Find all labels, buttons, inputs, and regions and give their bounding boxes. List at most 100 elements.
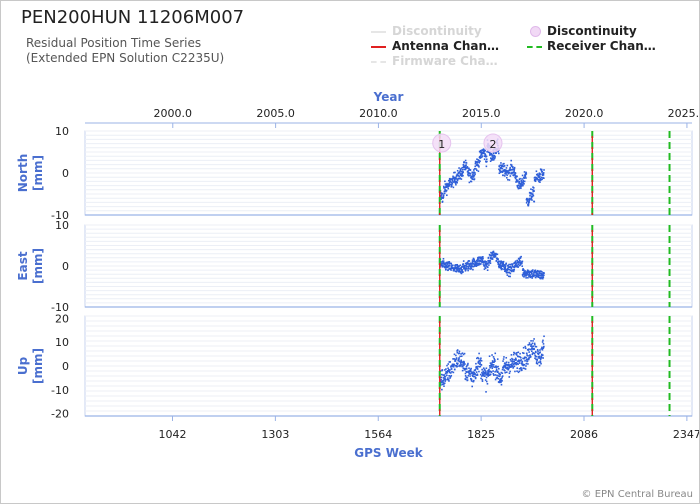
data-point — [443, 383, 445, 385]
data-point — [529, 356, 532, 358]
data-point — [536, 359, 538, 361]
legend-item-firmware-change[interactable]: Firmware Cha… — [392, 54, 498, 68]
data-point — [502, 360, 504, 362]
data-point — [453, 353, 456, 356]
data-point — [456, 265, 459, 267]
data-point — [446, 266, 448, 269]
data-point — [446, 371, 449, 374]
data-point — [493, 154, 496, 157]
data-point — [462, 263, 465, 265]
data-point — [505, 364, 507, 366]
data-point — [467, 169, 470, 172]
data-point — [518, 362, 521, 364]
data-point — [447, 184, 449, 187]
data-point — [513, 269, 515, 272]
data-point — [539, 179, 541, 182]
data-point — [482, 148, 485, 150]
data-point — [501, 265, 504, 268]
data-point — [471, 264, 473, 267]
data-point — [516, 175, 518, 178]
data-point — [499, 169, 501, 172]
data-point — [455, 357, 458, 359]
data-point — [457, 177, 460, 180]
data-point — [479, 359, 481, 362]
data-point — [540, 353, 543, 356]
data-point — [447, 179, 450, 182]
data-point — [535, 361, 538, 363]
data-point — [500, 381, 502, 384]
data-point — [485, 391, 487, 393]
data-point — [515, 363, 518, 366]
data-point — [443, 262, 446, 265]
data-point — [498, 172, 501, 175]
data-point — [505, 356, 508, 359]
data-point — [477, 362, 480, 364]
data-point — [448, 184, 451, 187]
data-point — [459, 365, 461, 368]
data-point — [502, 265, 505, 268]
data-point — [458, 350, 461, 353]
data-point — [511, 362, 513, 365]
data-point — [459, 267, 461, 270]
legend-item-discontinuity-line[interactable]: Discontinuity — [392, 24, 482, 38]
data-point — [496, 374, 498, 377]
data-point — [455, 178, 458, 180]
data-point — [518, 367, 521, 370]
discontinuity-marker — [432, 133, 452, 153]
data-point — [448, 182, 450, 185]
data-point — [529, 354, 531, 356]
data-point — [489, 373, 492, 376]
data-point — [505, 270, 507, 273]
data-point — [507, 361, 510, 364]
data-point — [487, 373, 490, 376]
legend-item-receiver-change[interactable]: Receiver Chan… — [547, 39, 656, 53]
data-point — [524, 368, 527, 370]
data-point — [463, 367, 466, 370]
data-point — [522, 273, 525, 276]
data-point — [497, 150, 499, 153]
data-point — [514, 173, 516, 176]
data-point — [538, 176, 541, 179]
data-point — [521, 174, 524, 177]
legend-item-antenna-change[interactable]: Antenna Chan… — [392, 39, 500, 53]
data-point — [444, 267, 447, 269]
data-point — [456, 173, 459, 176]
data-point — [454, 360, 457, 362]
data-point — [444, 180, 446, 183]
legend-item-discontinuity-circle[interactable]: Discontinuity — [547, 24, 637, 38]
data-point — [528, 273, 531, 275]
data-point — [498, 373, 501, 375]
data-point — [463, 361, 465, 363]
data-point — [446, 263, 449, 265]
data-point — [472, 260, 475, 263]
data-point — [482, 370, 485, 373]
data-point — [444, 380, 447, 382]
data-point — [483, 373, 485, 375]
data-point — [480, 258, 483, 260]
data-point — [479, 359, 482, 361]
data-point — [463, 161, 466, 164]
data-point — [504, 169, 507, 171]
page-title: PEN200HUN 11206M007 — [21, 7, 245, 28]
data-point — [455, 183, 457, 186]
data-point — [450, 183, 453, 186]
y-tick-label-up: 0 — [62, 360, 69, 373]
data-point — [500, 171, 502, 173]
data-point — [467, 375, 470, 377]
data-point — [485, 158, 488, 161]
data-point — [469, 373, 472, 375]
data-point — [538, 180, 540, 183]
data-point — [501, 368, 504, 371]
data-point — [542, 276, 545, 279]
data-point — [526, 358, 529, 361]
data-point — [442, 377, 445, 379]
data-point — [508, 179, 511, 181]
data-point — [480, 156, 483, 158]
data-point — [531, 188, 534, 191]
data-point — [481, 368, 483, 371]
data-point — [452, 186, 455, 189]
data-point — [505, 371, 508, 374]
data-point — [530, 350, 533, 353]
data-point — [484, 153, 486, 155]
data-point — [462, 171, 464, 173]
